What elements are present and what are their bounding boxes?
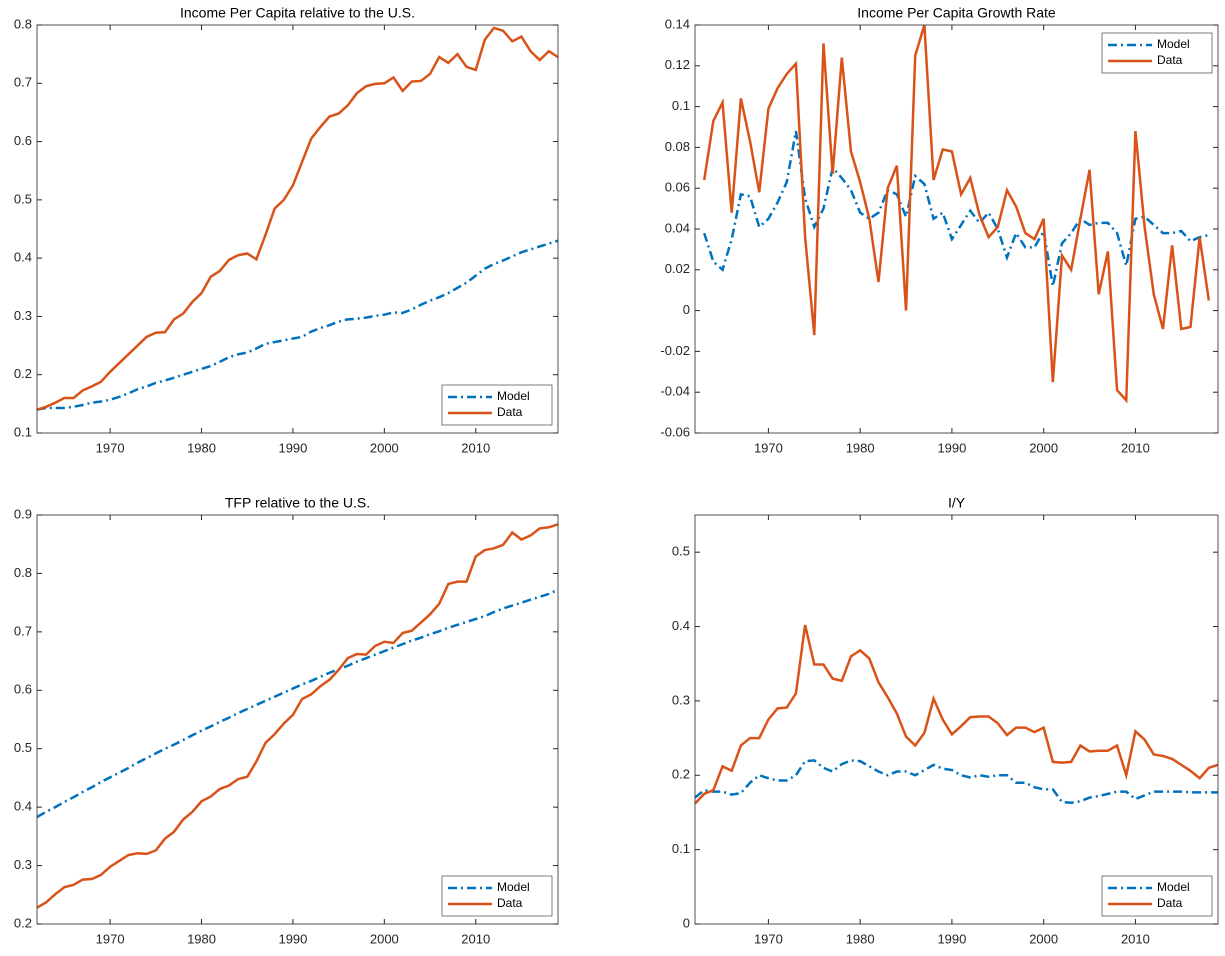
subplot: 0.1 0.2 0.3 0.4 0.5 0.6 0.7 0.8 1970 1980 1990 2000… (14, 5, 559, 455)
x-tick-label: 1990 (937, 931, 966, 946)
x-tick-label: 2000 (1029, 440, 1058, 455)
y-tick-label: 0.5 (14, 740, 32, 755)
y-tick-label: 0.2 (14, 915, 32, 930)
y-tick-label: 0.3 (14, 308, 32, 323)
y-tick-label: 0.8 (14, 16, 32, 31)
legend-label: Model (497, 880, 530, 894)
y-tick-label: 0.4 (14, 799, 32, 814)
y-tick-label: 0.2 (672, 767, 690, 782)
legend-box (441, 384, 553, 426)
chart-title: I/Y (948, 495, 966, 511)
y-tick-label: 0.3 (672, 692, 690, 707)
y-tick-label: 0.06 (665, 180, 690, 195)
x-tick-label: 1970 (96, 931, 125, 946)
series-line (702, 130, 1210, 287)
y-tick-label: -0.02 (660, 343, 690, 358)
y-tick-label: 0.04 (665, 220, 690, 235)
axes-box (36, 514, 559, 925)
y-tick-label: 0.2 (14, 366, 32, 381)
y-tick-label: 0.7 (14, 623, 32, 638)
y-tick-label: 0.8 (14, 565, 32, 580)
subplot: 0.2 0.3 0.4 0.5 0.6 0.7 0.8 0.9 1970 1980 1990 2000… (14, 495, 559, 946)
y-tick-label: 0.1 (672, 98, 690, 113)
series-line (702, 25, 1211, 404)
series-line (37, 26, 558, 411)
y-tick-label: 0.5 (14, 191, 32, 206)
x-tick-label: 1990 (937, 440, 966, 455)
legend-label: Model (497, 389, 530, 403)
x-tick-label: 2010 (461, 440, 490, 455)
y-tick-label: 0.1 (14, 424, 32, 439)
x-tick-label: 1980 (187, 931, 216, 946)
series-line (37, 588, 558, 819)
y-tick-label: -0.04 (660, 384, 690, 399)
y-tick-label: 0 (683, 302, 690, 317)
legend-label: Model (1157, 37, 1190, 51)
axes-background (695, 515, 1218, 924)
chart-title: TFP relative to the U.S. (225, 495, 370, 511)
y-tick-label: 0.4 (672, 618, 690, 633)
series-line (37, 523, 558, 909)
x-tick-label: 2000 (370, 931, 399, 946)
y-tick-label: 0.9 (14, 506, 32, 521)
legend-label: Data (1157, 53, 1183, 67)
legend-label: Data (497, 405, 523, 419)
legend-label: Data (1157, 896, 1183, 910)
series-line (695, 624, 1218, 805)
x-tick-label: 2000 (1029, 931, 1058, 946)
x-tick-label: 2010 (1121, 931, 1150, 946)
x-tick-label: 1990 (278, 440, 307, 455)
y-tick-label: 0.6 (14, 682, 32, 697)
subplot: 0 0.1 0.2 0.3 0.4 0.5 1970 1980 1990 2000 2010 I/Y M… (672, 495, 1219, 946)
y-tick-label: 0.6 (14, 133, 32, 148)
chart-title: Income Per Capita Growth Rate (857, 5, 1056, 21)
axes-background (37, 515, 558, 924)
x-tick-label: 1970 (754, 931, 783, 946)
x-tick-label: 1980 (187, 440, 216, 455)
axes-box (36, 24, 559, 434)
legend-label: Data (497, 896, 523, 910)
axes-background (37, 25, 558, 433)
x-tick-label: 2010 (461, 931, 490, 946)
x-tick-label: 1990 (278, 931, 307, 946)
legend-box (1101, 875, 1213, 917)
y-tick-label: 0.12 (665, 57, 690, 72)
x-tick-label: 1970 (96, 440, 125, 455)
x-tick-label: 2010 (1121, 440, 1150, 455)
y-tick-label: 0.3 (14, 857, 32, 872)
y-tick-label: 0.5 (672, 544, 690, 559)
y-tick-label: 0.08 (665, 139, 690, 154)
chart-title: Income Per Capita relative to the U.S. (180, 5, 415, 21)
y-tick-label: 0.7 (14, 75, 32, 90)
y-tick-label: 0 (683, 915, 690, 930)
subplot: -0.06 -0.04 -0.02 0 0.02 0.04 0.06 0.08 0.1 0.12 0… (660, 5, 1219, 455)
series-line (695, 759, 1218, 805)
y-tick-label: 0.14 (665, 16, 690, 31)
x-tick-label: 1970 (754, 440, 783, 455)
x-tick-label: 1980 (846, 440, 875, 455)
axes-box (694, 514, 1219, 925)
legend-box (1101, 32, 1213, 74)
y-tick-label: 0.4 (14, 250, 32, 265)
series-line (37, 239, 558, 411)
legend-label: Model (1157, 880, 1190, 894)
y-tick-label: 0.02 (665, 261, 690, 276)
legend-box (441, 875, 553, 917)
axes-background (695, 25, 1218, 433)
y-tick-label: -0.06 (660, 424, 690, 439)
x-tick-label: 2000 (370, 440, 399, 455)
x-tick-label: 1980 (846, 931, 875, 946)
y-tick-label: 0.1 (672, 841, 690, 856)
